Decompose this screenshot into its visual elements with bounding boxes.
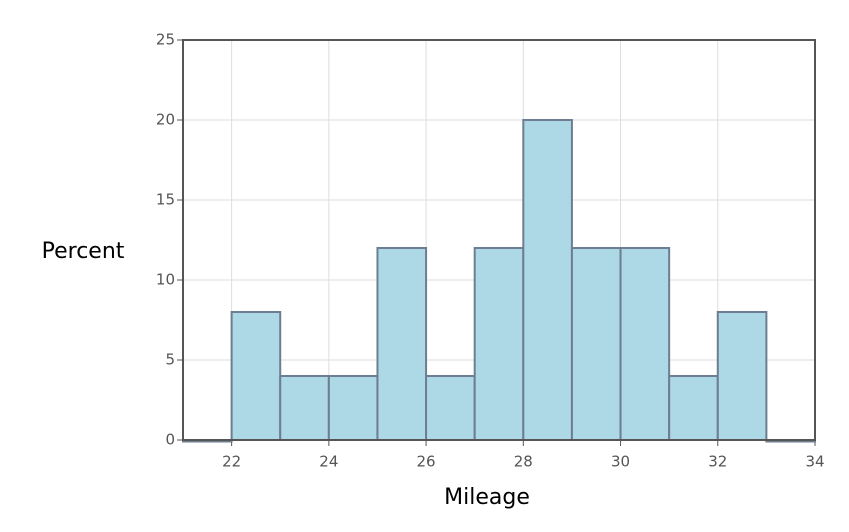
x-tick-label: 30 — [611, 453, 630, 471]
x-tick-label: 32 — [708, 453, 727, 471]
bar — [230, 311, 282, 441]
y-tick-label: 0 — [165, 431, 175, 449]
y-tick-label: 20 — [156, 111, 175, 129]
y-tick-label: 15 — [156, 191, 175, 209]
y-tick-label: 25 — [156, 31, 175, 49]
bar — [668, 375, 719, 441]
bar — [327, 375, 379, 441]
bar — [279, 375, 330, 441]
y-tick-label: 10 — [156, 271, 175, 289]
bar — [619, 247, 671, 441]
x-axis-title: Mileage — [444, 485, 530, 510]
bar — [376, 247, 428, 441]
y-axis-title: Percent — [42, 239, 125, 264]
bar — [473, 247, 525, 441]
bar — [425, 375, 476, 441]
x-tick-label: 22 — [222, 453, 241, 471]
x-tick-label: 28 — [514, 453, 533, 471]
bar — [570, 247, 622, 441]
bar — [716, 311, 768, 441]
x-tick-label: 24 — [319, 453, 338, 471]
y-tick-label: 5 — [165, 351, 175, 369]
bar — [522, 119, 573, 441]
x-tick-label: 34 — [805, 453, 824, 471]
x-tick-label: 26 — [417, 453, 436, 471]
plot-frame — [182, 39, 816, 441]
